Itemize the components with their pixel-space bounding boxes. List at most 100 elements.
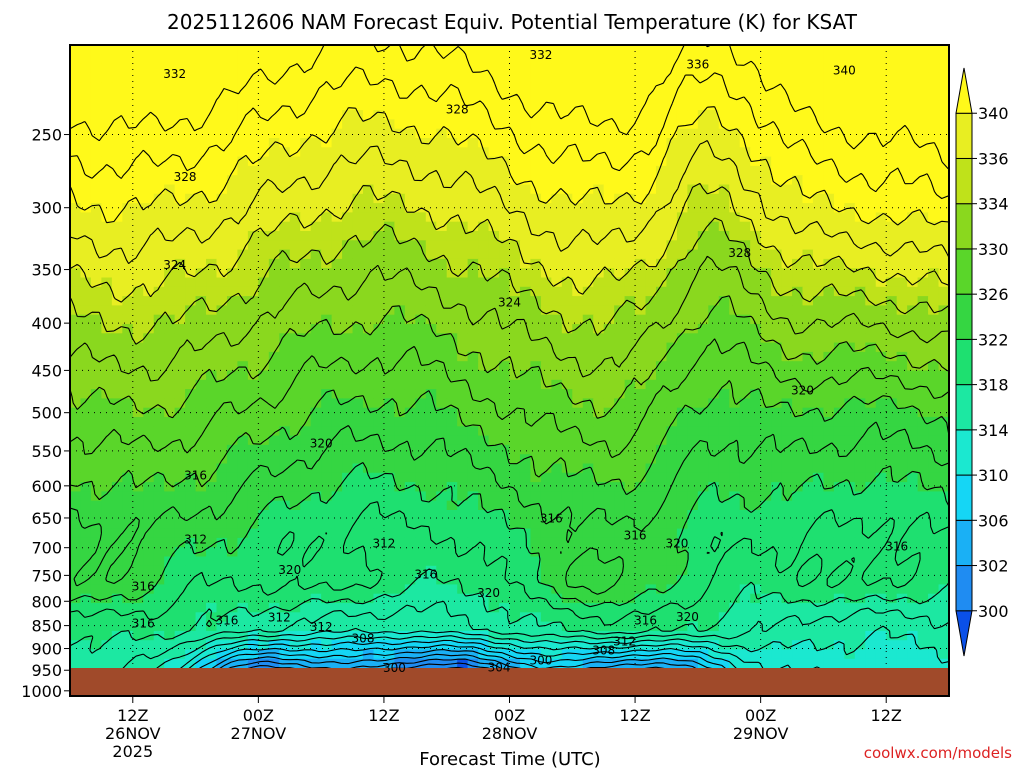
band-cell	[132, 444, 144, 455]
band-cell	[656, 128, 668, 139]
band-cell	[666, 165, 678, 176]
band-cell	[540, 361, 552, 372]
band-cell	[153, 175, 165, 186]
band-cell	[289, 454, 301, 465]
band-cell	[938, 175, 949, 186]
band-cell	[708, 342, 720, 353]
band-cell	[697, 342, 709, 353]
band-cell	[624, 370, 636, 381]
band-cell	[321, 510, 333, 520]
band-cell	[279, 584, 291, 595]
band-cell	[363, 426, 375, 437]
band-cell	[185, 286, 197, 297]
band-cell	[404, 258, 416, 269]
band-cell	[446, 203, 458, 213]
band-cell	[488, 110, 500, 120]
band-cell	[676, 100, 688, 111]
band-cell	[802, 45, 814, 55]
band-cell	[551, 361, 563, 372]
band-cell	[415, 156, 427, 167]
band-cell	[823, 454, 835, 465]
band-cell	[153, 203, 165, 213]
band-cell	[478, 156, 490, 167]
band-cell	[886, 565, 898, 576]
band-cell	[488, 351, 500, 362]
band-cell	[771, 426, 783, 437]
band-cell	[614, 426, 626, 437]
band-cell	[404, 314, 416, 325]
band-cell	[373, 537, 385, 548]
band-cell	[226, 54, 239, 65]
band-cell	[582, 156, 594, 167]
band-cell	[404, 72, 416, 83]
band-cell	[394, 370, 406, 381]
band-cell	[750, 268, 762, 279]
band-cell	[425, 389, 437, 399]
band-cell	[195, 249, 207, 260]
band-cell	[206, 128, 218, 139]
band-cell	[373, 435, 385, 446]
band-cell	[802, 482, 814, 492]
band-cell	[80, 305, 92, 316]
band-cell	[739, 575, 751, 585]
band-cell	[394, 528, 406, 539]
band-cell	[331, 240, 343, 251]
band-cell	[865, 314, 877, 325]
band-cell	[561, 221, 573, 232]
band-cell	[635, 472, 647, 483]
band-cell	[237, 584, 249, 595]
band-cell	[760, 165, 772, 176]
band-cell	[80, 212, 92, 223]
band-cell	[153, 389, 165, 399]
band-cell	[122, 286, 134, 297]
band-cell	[666, 138, 678, 148]
band-cell	[551, 258, 563, 269]
band-cell	[823, 296, 835, 306]
band-cell	[499, 277, 511, 288]
band-cell	[572, 268, 584, 279]
band-cell	[928, 91, 940, 102]
band-cell	[363, 286, 375, 297]
band-cell	[258, 91, 270, 102]
band-cell	[342, 305, 354, 316]
band-cell	[865, 119, 877, 130]
band-cell	[185, 426, 197, 437]
band-cell	[216, 147, 228, 158]
band-cell	[865, 575, 877, 585]
band-cell	[635, 268, 647, 279]
band-cell	[164, 314, 176, 325]
band-cell	[258, 240, 270, 251]
band-cell	[875, 342, 887, 353]
band-cell	[917, 296, 929, 306]
band-cell	[593, 165, 605, 176]
band-cell	[268, 482, 280, 492]
band-cell	[739, 547, 751, 558]
band-cell	[561, 351, 573, 362]
band-cell	[572, 165, 584, 176]
band-cell	[446, 593, 458, 604]
band-cell	[530, 91, 542, 102]
band-cell	[174, 565, 186, 576]
band-cell	[792, 147, 804, 158]
band-cell	[582, 324, 594, 334]
band-cell	[572, 547, 584, 558]
band-cell	[226, 45, 239, 55]
band-cell	[561, 249, 573, 260]
band-cell	[331, 472, 343, 483]
band-cell	[206, 342, 218, 353]
band-cell	[635, 231, 647, 241]
band-cell	[718, 100, 730, 111]
band-cell	[488, 184, 500, 195]
band-cell	[792, 231, 804, 241]
band-cell	[132, 454, 144, 465]
band-cell	[509, 491, 521, 502]
band-cell	[729, 212, 741, 223]
band-cell	[226, 472, 239, 483]
band-cell	[415, 482, 427, 492]
band-cell	[237, 351, 249, 362]
band-cell	[383, 472, 395, 483]
band-cell	[886, 444, 898, 455]
band-cell	[802, 165, 814, 176]
band-cell	[185, 454, 197, 465]
band-cell	[833, 528, 845, 539]
